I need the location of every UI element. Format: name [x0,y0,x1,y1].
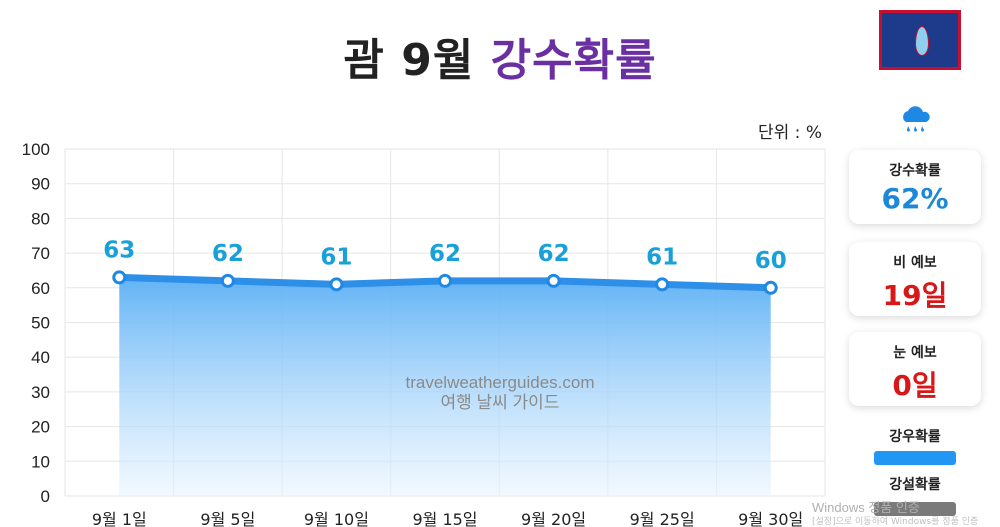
watermark: travelweatherguides.com 여행 날씨 가이드 [350,373,650,413]
guam-flag-icon [879,10,961,70]
x-tick-label: 9월 5일 [200,510,255,527]
rain-forecast-card: 비 예보 19일 [849,242,981,316]
y-tick-label: 30 [31,383,50,402]
data-point [438,273,452,288]
windows-activation-subnotice: [설정]으로 이동하여 Windows를 정품 인증 [812,517,979,527]
precipitation-card-label: 강수확률 [889,163,941,179]
data-label: 62 [212,241,244,267]
y-tick-label: 60 [31,279,50,298]
data-point [763,280,778,295]
y-tick-label: 100 [22,140,50,159]
legend-rain-swatch [874,451,956,465]
precipitation-chart: 0 10 20 30 40 50 60 70 80 90 100 63 62 61 62 62 61 60 9월 1… [22,140,826,527]
y-tick-label: 70 [31,244,50,263]
y-tick-label: 90 [31,175,50,194]
data-label: 61 [646,244,678,270]
snow-forecast-value: 0일 [892,369,938,402]
data-label: 60 [755,248,787,274]
page-title: 괌 9월 강수확률 [0,24,1000,88]
flag-seal [915,26,929,56]
precipitation-card-value: 62% [881,182,949,215]
series-area [119,277,771,496]
x-tick-label: 9월 20일 [521,510,586,527]
data-label: 62 [538,241,570,267]
watermark-url: travelweatherguides.com [405,373,595,392]
data-label: 62 [429,241,461,267]
data-point [220,273,235,288]
data-point [655,277,670,292]
snow-forecast-card: 눈 예보 0일 [849,332,981,406]
data-label: 61 [320,244,352,270]
x-tick-label: 9월 15일 [412,510,477,527]
legend-rain-label: 강우확률 [889,429,941,445]
rain-cloud-icon [903,106,930,132]
data-label: 63 [103,237,135,263]
data-point [546,273,561,288]
watermark-subtitle: 여행 날씨 가이드 [440,393,560,412]
y-tick-label: 80 [31,209,50,228]
y-tick-label: 20 [31,418,50,437]
precipitation-card: 강수확률 62% [849,150,981,224]
data-point [329,277,344,292]
data-point [112,270,127,285]
title-main: 괌 9월 [343,35,475,86]
y-tick-label: 10 [31,452,50,471]
snow-forecast-label: 눈 예보 [893,345,937,361]
title-accent: 강수확률 [490,35,657,86]
windows-activation-notice: Windows 정품 인증 [812,500,920,515]
x-tick-label: 9월 30일 [738,510,803,527]
y-tick-label: 50 [31,314,50,333]
legend-snow-swatch [874,502,956,516]
legend-snow-label: 강설확률 [889,477,941,493]
x-tick-label: 9월 10일 [304,510,369,527]
x-tick-label: 9월 25일 [630,510,695,527]
rain-forecast-label: 비 예보 [893,255,937,271]
y-tick-label: 40 [31,348,50,367]
rain-forecast-value: 19일 [882,279,948,312]
x-tick-label: 9월 1일 [92,510,147,527]
y-tick-label: 0 [41,487,50,506]
unit-label: 단위 : % [758,123,822,143]
